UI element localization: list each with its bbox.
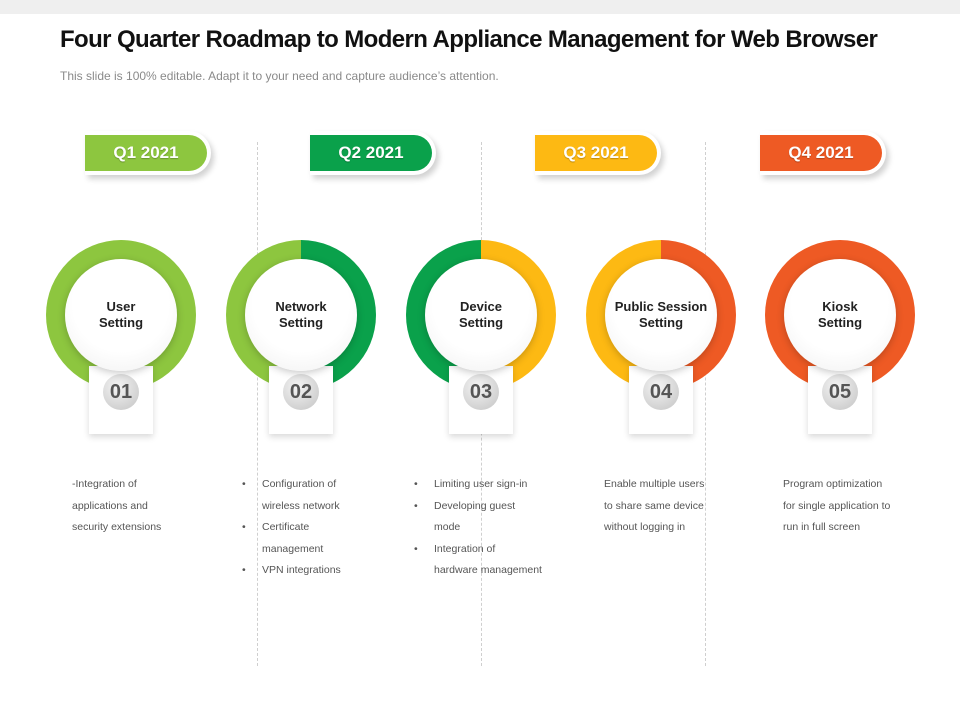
step-label: Kiosk Setting — [817, 299, 863, 330]
step-label: Device Setting — [458, 299, 504, 330]
quarter-tag-q1: Q1 2021 — [85, 131, 211, 175]
bullet-item: Developing guest mode — [414, 496, 564, 539]
bullet-line: VPN integrations — [262, 564, 341, 576]
description-line: Enable multiple users — [604, 478, 705, 490]
bullet-line: wireless network — [262, 499, 340, 512]
step-node-05: 05 Kiosk Setting — [765, 240, 915, 440]
step-node-04: 04 Public Session Setting — [586, 240, 736, 440]
description-line: run in full screen — [783, 521, 861, 533]
bullet-line: Configuration of — [262, 478, 337, 490]
bullet-line: Certificate — [262, 521, 310, 533]
bullet-line: Developing guest — [434, 499, 516, 512]
step-circle: Public Session Setting — [605, 259, 717, 371]
divider-line — [705, 142, 706, 666]
step-node-03: 03 Device Setting — [406, 240, 556, 440]
step-number-box: 05 — [808, 366, 872, 434]
bullet-item: Configuration of wireless network — [242, 474, 392, 517]
step-number: 02 — [283, 374, 319, 410]
quarter-tag-q4: Q4 2021 — [760, 131, 886, 175]
quarter-tag-q3: Q3 2021 — [535, 131, 661, 175]
description-line: for single application to — [783, 499, 891, 512]
step-circle: Kiosk Setting — [784, 259, 896, 371]
bullet-item: Certificate management — [242, 517, 392, 560]
step-description-05: Program optimization for single applicat… — [783, 474, 933, 539]
description-line: Program optimization — [783, 478, 883, 490]
description-line: security extensions — [72, 521, 162, 533]
quarter-label: Q2 2021 — [310, 135, 432, 171]
description-line: applications and — [72, 499, 148, 512]
bullet-line: Integration of — [434, 542, 496, 555]
quarter-label: Q4 2021 — [760, 135, 882, 171]
bullet-line: Limiting user sign-in — [434, 478, 528, 490]
step-number: 04 — [643, 374, 679, 410]
step-number: 03 — [463, 374, 499, 410]
step-node-02: 02 Network Setting — [226, 240, 376, 440]
step-number-box: 01 — [89, 366, 153, 434]
step-number-box: 03 — [449, 366, 513, 434]
step-number: 01 — [103, 374, 139, 410]
bullet-line: management — [262, 542, 324, 555]
step-label: Network Setting — [275, 299, 327, 330]
bullet-item: Limiting user sign-in — [414, 474, 564, 496]
step-circle: User Setting — [65, 259, 177, 371]
bullet-list: Limiting user sign-in Developing guest m… — [414, 474, 564, 582]
bullet-line: mode — [434, 521, 461, 533]
page-title: Four Quarter Roadmap to Modern Appliance… — [60, 26, 878, 53]
quarter-label: Q3 2021 — [535, 135, 657, 171]
step-number: 05 — [822, 374, 858, 410]
description-line: -Integration of — [72, 478, 137, 490]
quarter-label: Q1 2021 — [85, 135, 207, 171]
top-bar — [0, 0, 960, 14]
bullet-item: Integration of hardware management — [414, 539, 564, 582]
step-number-box: 02 — [269, 366, 333, 434]
bullet-line: hardware management — [434, 564, 542, 576]
step-description-03: Limiting user sign-in Developing guest m… — [414, 474, 564, 582]
description-line: to share same device — [604, 499, 704, 512]
step-node-01: 01 User Setting — [46, 240, 196, 440]
step-label: Public Session Setting — [614, 299, 708, 330]
quarter-tag-q2: Q2 2021 — [310, 131, 436, 175]
description-line: without logging in — [604, 521, 686, 533]
bullet-list: Configuration of wireless network Certif… — [242, 474, 392, 582]
step-label: User Setting — [98, 299, 144, 330]
page-subtitle: This slide is 100% editable. Adapt it to… — [60, 69, 499, 83]
step-circle: Device Setting — [425, 259, 537, 371]
step-circle: Network Setting — [245, 259, 357, 371]
step-number-box: 04 — [629, 366, 693, 434]
step-description-01: -Integration of applications and securit… — [72, 474, 222, 539]
step-description-04: Enable multiple users to share same devi… — [604, 474, 754, 539]
bullet-item: VPN integrations — [242, 560, 392, 582]
step-description-02: Configuration of wireless network Certif… — [242, 474, 392, 582]
divider-line — [257, 142, 258, 666]
